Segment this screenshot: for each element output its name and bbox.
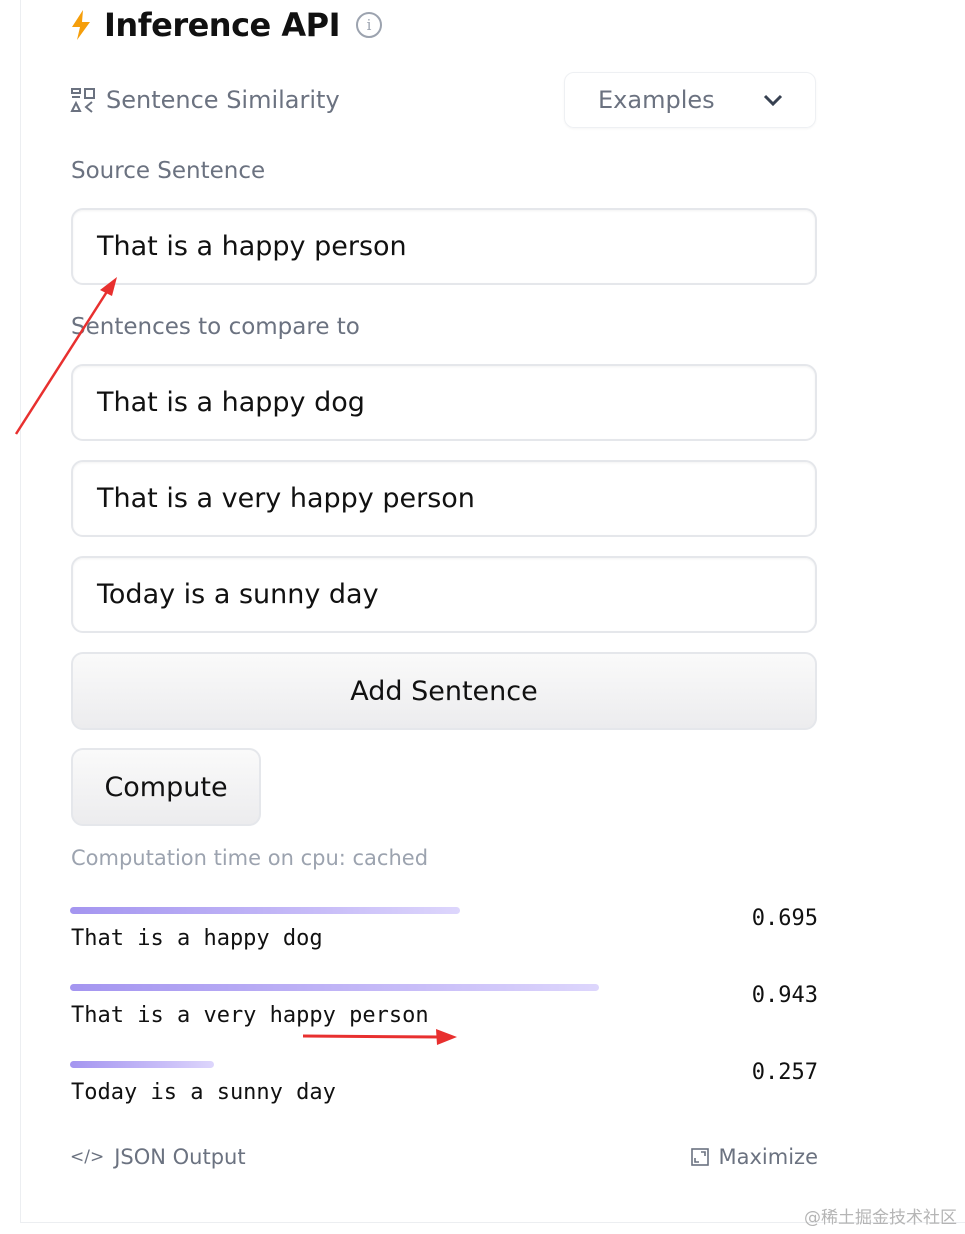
compare-sentences-label: Sentences to compare to xyxy=(71,314,360,340)
examples-dropdown[interactable]: Examples xyxy=(564,72,816,128)
similarity-bar xyxy=(70,907,460,914)
compare-sentence-input-1[interactable]: That is a happy dog xyxy=(71,364,817,441)
task-label: Sentence Similarity xyxy=(70,86,340,114)
similarity-score: 0.257 xyxy=(751,1060,818,1085)
examples-label: Examples xyxy=(598,86,715,114)
add-sentence-button[interactable]: Add Sentence xyxy=(71,652,817,730)
watermark: @稀土掘金技术社区 xyxy=(804,1208,957,1228)
compute-button[interactable]: Compute xyxy=(71,748,261,826)
chevron-down-icon xyxy=(763,94,783,106)
source-sentence-input[interactable]: That is a happy person xyxy=(71,208,817,285)
result-sentence: That is a happy dog xyxy=(71,926,323,951)
compare-sentence-input-3[interactable]: Today is a sunny day xyxy=(71,556,817,633)
similarity-bar xyxy=(70,984,599,991)
similarity-bar xyxy=(70,1061,214,1068)
widget-header: Inference API i xyxy=(70,6,383,44)
code-icon: </> xyxy=(70,1147,105,1167)
info-icon[interactable]: i xyxy=(356,12,383,38)
json-output-label: JSON Output xyxy=(114,1145,246,1169)
maximize-button[interactable]: Maximize xyxy=(690,1145,818,1169)
maximize-icon xyxy=(690,1148,709,1166)
similarity-score: 0.695 xyxy=(751,906,818,931)
page-title: Inference API xyxy=(104,6,341,44)
compare-sentence-input-2[interactable]: That is a very happy person xyxy=(71,460,817,537)
maximize-label: Maximize xyxy=(718,1145,818,1169)
json-output-button[interactable]: </> JSON Output xyxy=(70,1145,246,1169)
similarity-score: 0.943 xyxy=(751,983,818,1008)
result-sentence: Today is a sunny day xyxy=(71,1080,336,1105)
sentence-similarity-icon xyxy=(70,88,95,113)
computation-status: Computation time on cpu: cached xyxy=(71,846,429,870)
task-name: Sentence Similarity xyxy=(106,86,340,114)
result-sentence: That is a very happy person xyxy=(71,1003,429,1028)
source-sentence-label: Source Sentence xyxy=(71,158,266,184)
widget-frame xyxy=(20,0,965,1223)
lightning-icon xyxy=(72,10,90,40)
